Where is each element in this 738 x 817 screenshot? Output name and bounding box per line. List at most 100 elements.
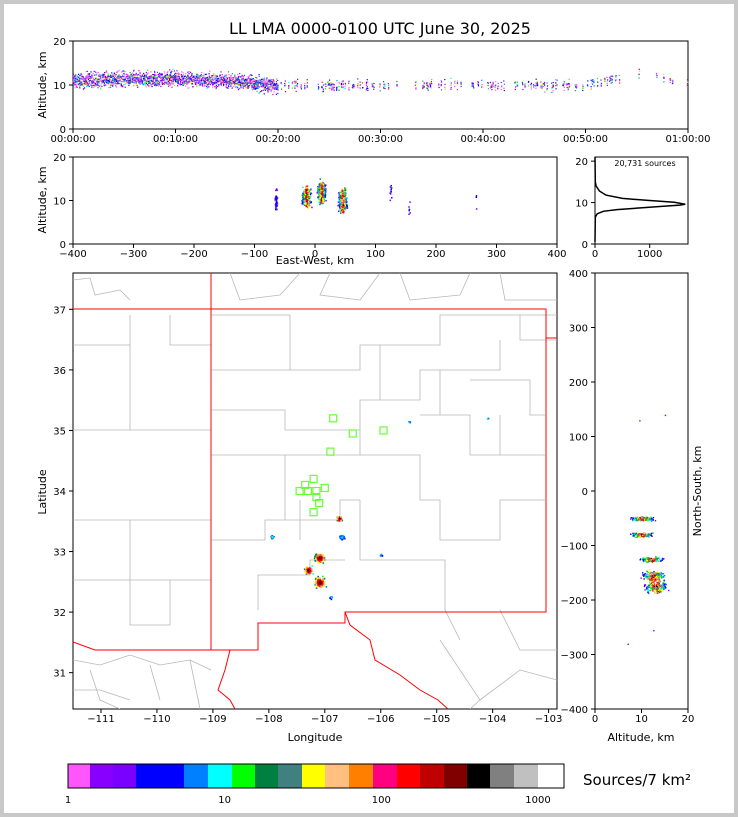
height-ns-source-mark [651, 578, 653, 580]
time-height-source-mark [263, 83, 265, 85]
height-ns-source-mark [633, 533, 635, 535]
height-ns-source-mark [640, 577, 642, 579]
time-height-source-mark [213, 76, 215, 78]
time-height-source-mark [193, 80, 195, 82]
time-height-source-mark [489, 81, 492, 84]
time-height-source-mark [277, 84, 279, 87]
time-height-source-mark [86, 84, 88, 86]
lma-station-marker [303, 486, 313, 496]
time-height-source-mark [125, 82, 128, 84]
time-height-source-mark [249, 80, 251, 82]
ew-height-source-mark [309, 195, 312, 197]
ew-height-source-mark [304, 200, 306, 202]
time-height-source-mark [275, 87, 277, 90]
time-height-source-mark [158, 75, 160, 77]
time-height-source-mark [98, 85, 100, 87]
time-height-source-mark [86, 84, 89, 87]
time-height-source-mark [177, 77, 179, 80]
time-height-source-mark [118, 80, 120, 82]
time-height-source-mark [116, 71, 118, 73]
time-height-source-mark [357, 78, 359, 80]
height-ns-source-mark [635, 534, 638, 537]
ew-height-source-mark [305, 199, 308, 201]
time-height-source-mark [112, 75, 114, 77]
time-height-source-mark [74, 75, 76, 77]
ew-height-source-mark [322, 188, 324, 190]
ew-height-source-mark [310, 192, 313, 195]
time-height-source-mark [116, 77, 118, 79]
height-ns-source-mark [659, 573, 661, 575]
height-ns-source-mark [645, 558, 648, 560]
time-height-source-mark [170, 79, 172, 81]
time-height-source-mark [521, 84, 524, 86]
height-ns-source-mark [661, 575, 663, 578]
plan-view-y-tick-label: 35 [53, 426, 66, 437]
time-height-source-mark [244, 79, 246, 81]
time-height-source-mark [73, 75, 75, 78]
time-height-source-mark [107, 73, 109, 75]
height-ns-source-mark [651, 559, 654, 562]
time-height-source-mark [75, 77, 77, 79]
height-ns-source-mark [646, 556, 648, 559]
time-height-source-mark [179, 84, 182, 86]
height-ns-source-mark [639, 534, 641, 536]
time-height-source-mark [101, 80, 103, 82]
time-height-source-mark [152, 79, 155, 81]
time-height-source-mark [246, 78, 248, 80]
height-ns-source-mark [648, 533, 650, 536]
time-height-source-mark [82, 89, 85, 91]
time-height-source-mark [138, 77, 140, 79]
time-height-source-mark [527, 85, 529, 87]
lma-stations [295, 414, 388, 517]
time-height-source-mark [656, 76, 658, 78]
time-height-source-mark [593, 81, 595, 83]
time-height-source-mark [182, 76, 184, 78]
time-height-source-mark [228, 81, 231, 84]
time-height-source-mark [106, 71, 108, 73]
time-height-source-mark [82, 84, 85, 86]
time-height-source-mark [336, 86, 338, 88]
time-height-source-mark [187, 71, 189, 73]
time-height-source-mark [134, 74, 136, 76]
height-ns-source-mark [644, 532, 646, 535]
time-height-source-mark [327, 84, 329, 86]
time-height-source-mark [115, 85, 117, 87]
time-height-source-mark [181, 71, 183, 73]
time-height-source-mark [249, 84, 251, 87]
histogram-annotation: 20,731 sources [614, 159, 675, 168]
ew-height-y-tick-label: 10 [53, 197, 66, 208]
plan-view-source-mark [318, 585, 321, 587]
time-height-source-mark [231, 84, 233, 86]
plan-view-source-mark [317, 583, 320, 586]
time-height-source-mark [275, 87, 278, 89]
time-height-source-mark [522, 84, 524, 86]
lma-station-marker [348, 429, 357, 438]
time-height-source-mark [154, 70, 156, 73]
time-height-source-mark [135, 77, 138, 79]
height-ns-source-mark [642, 558, 644, 561]
plan-view-y-tick-label: 36 [53, 366, 66, 377]
time-height-source-mark [172, 77, 174, 79]
time-height-source-mark [258, 82, 261, 84]
time-height-source-mark [208, 73, 210, 75]
lma-station-marker [379, 426, 388, 435]
time-height-source-mark [425, 82, 428, 84]
time-height-source-mark [185, 78, 187, 80]
time-height-source-mark [221, 78, 223, 81]
time-height-source-mark [85, 80, 87, 82]
height-ns-source-mark [640, 516, 642, 519]
height-ns-source-mark [646, 573, 648, 575]
time-height-source-mark [271, 86, 273, 88]
time-height-source-mark [164, 77, 167, 79]
time-height-source-mark [251, 85, 253, 87]
time-height-source-mark [182, 72, 184, 74]
height-ns-source-mark [658, 558, 661, 560]
time-height-source-mark [94, 83, 96, 86]
time-height-source-mark [270, 80, 272, 82]
time-height-source-mark [195, 75, 197, 77]
ew-height-source-mark [318, 189, 321, 191]
ew-height-source-mark [345, 202, 347, 204]
time-height-source-mark [494, 85, 496, 87]
ew-height-source-mark [340, 210, 342, 213]
time-height-source-mark [261, 89, 263, 92]
